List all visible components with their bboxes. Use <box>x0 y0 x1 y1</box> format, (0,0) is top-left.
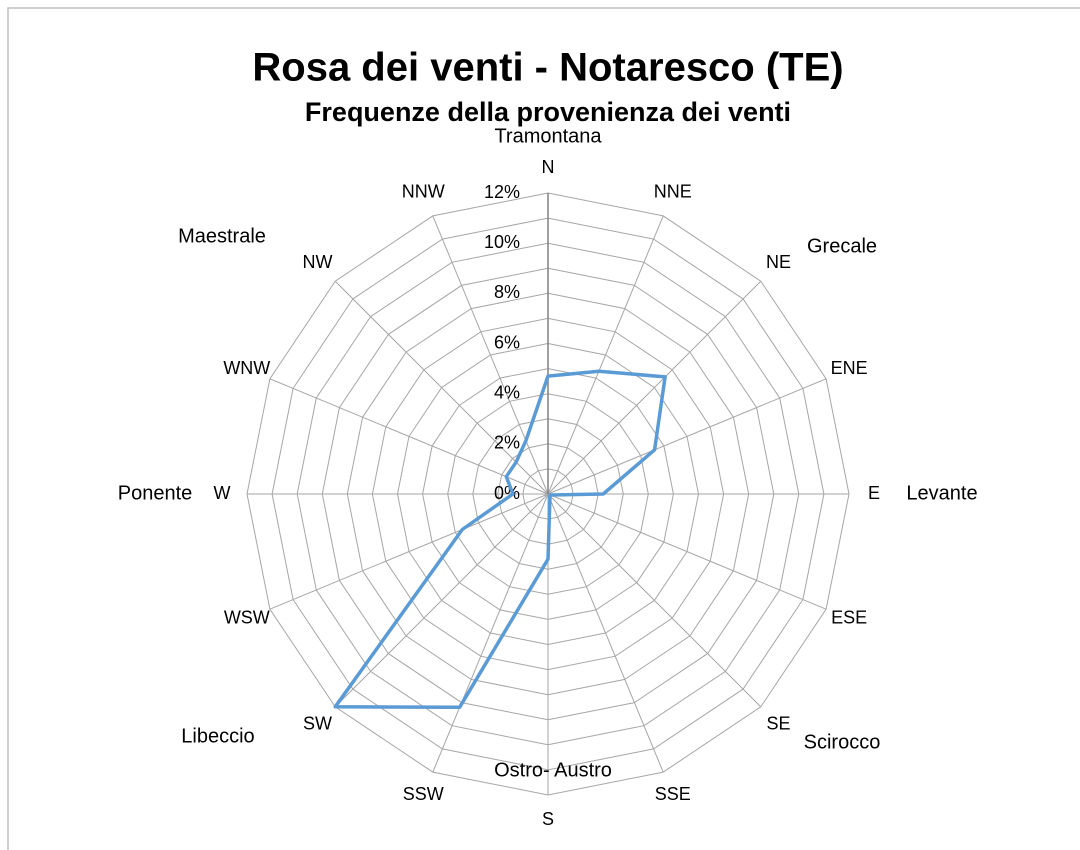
spoke <box>547 493 664 773</box>
y-tick-label: 12% <box>484 182 520 202</box>
direction-label: NNE <box>654 182 692 202</box>
direction-label: S <box>542 809 554 829</box>
direction-label: ESE <box>831 608 867 628</box>
wind-name: Grecale <box>807 235 877 257</box>
y-tick-label: 2% <box>494 433 520 453</box>
chart-title: Rosa dei venti - Notaresco (TE) <box>252 46 843 90</box>
spoke <box>269 378 549 495</box>
spoke <box>334 280 549 495</box>
wind-name: Maestrale <box>178 225 266 247</box>
direction-label: N <box>542 157 555 177</box>
direction-label: NE <box>766 252 791 272</box>
wind-name: Tramontana <box>494 125 602 147</box>
spoke <box>547 493 827 610</box>
direction-label: ENE <box>831 358 868 378</box>
spoke <box>547 215 664 495</box>
y-tick-label: 0% <box>494 483 520 503</box>
wind-name: Libeccio <box>181 725 254 747</box>
y-tick-label: 10% <box>484 232 520 252</box>
direction-label: WNW <box>223 358 270 378</box>
spoke <box>547 378 827 495</box>
direction-label: SSW <box>403 784 444 804</box>
chart-subtitle: Frequenze della provenienza dei venti <box>305 97 791 127</box>
wind-name: Scirocco <box>804 731 881 753</box>
direction-label: WSW <box>224 608 270 628</box>
direction-label: W <box>214 483 231 503</box>
direction-label: NW <box>302 252 332 272</box>
series-line <box>333 369 667 709</box>
spoke <box>547 280 762 495</box>
y-tick-label: 6% <box>494 332 520 352</box>
wind-name: Levante <box>906 482 977 504</box>
direction-label: SE <box>767 713 791 733</box>
direction-label: E <box>868 483 880 503</box>
spoke <box>432 215 549 495</box>
direction-label: NNW <box>402 182 445 202</box>
wind-name: Ostro- Austro <box>494 759 612 781</box>
y-tick-label: 8% <box>494 282 520 302</box>
direction-label: SW <box>303 713 332 733</box>
spoke <box>334 493 549 708</box>
spoke <box>432 493 549 773</box>
wind-name: Ponente <box>118 482 193 504</box>
spoke <box>547 493 762 708</box>
chart-frame <box>7 7 1080 850</box>
y-tick-label: 4% <box>494 382 520 402</box>
spoke <box>269 493 549 610</box>
direction-label: SSE <box>655 784 691 804</box>
